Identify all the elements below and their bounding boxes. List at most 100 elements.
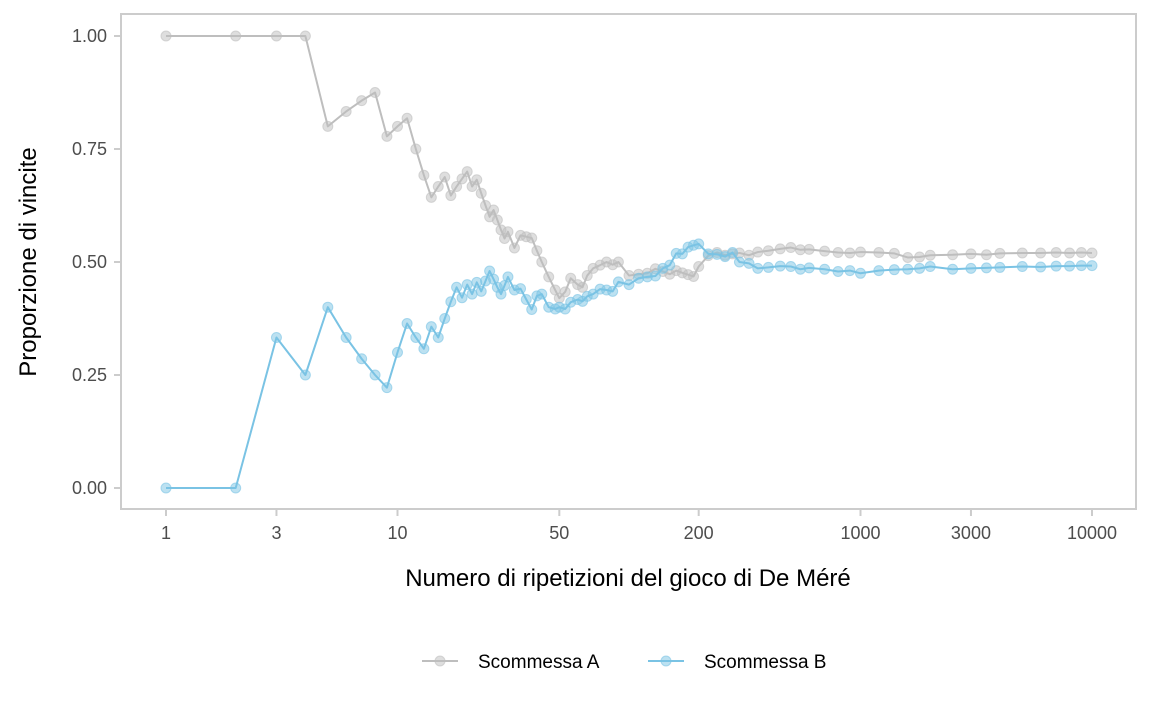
series-point	[762, 261, 774, 273]
x-axis-title: Numero di ripetizioni del gioco di De Mé…	[405, 565, 851, 592]
series-point	[649, 270, 661, 282]
series-point	[543, 271, 555, 283]
series-point	[873, 265, 885, 277]
series-point	[401, 112, 413, 124]
series-point	[785, 242, 797, 254]
series-point	[607, 285, 619, 297]
series-point	[577, 281, 589, 293]
series-point	[410, 331, 422, 343]
series-point	[432, 181, 444, 193]
series-point	[727, 247, 739, 259]
series-point	[439, 171, 451, 183]
y-tick-label: 0.50	[72, 252, 107, 272]
series-point	[664, 259, 676, 271]
series-point	[299, 369, 311, 381]
series-point	[491, 214, 503, 226]
series-point	[439, 313, 451, 324]
series-point	[623, 279, 635, 291]
series-point	[461, 279, 473, 291]
x-tick-label: 3000	[951, 523, 991, 543]
series-point	[322, 301, 334, 313]
y-tick-label: 0.25	[72, 365, 107, 385]
series-point	[445, 190, 457, 202]
series-point	[508, 242, 520, 254]
series-point	[888, 264, 900, 276]
legend-key-point	[434, 655, 446, 667]
y-tick-label: 0.75	[72, 139, 107, 159]
series-point	[502, 226, 514, 238]
series-point	[356, 353, 368, 365]
legend-key-point	[660, 655, 672, 667]
series-point	[980, 262, 992, 274]
series-point	[502, 271, 514, 283]
x-tick-label: 10	[387, 523, 407, 543]
series-point	[1086, 260, 1098, 272]
series-point	[844, 265, 856, 277]
series-point	[785, 261, 797, 273]
series-point	[456, 292, 468, 304]
series-point	[381, 382, 393, 394]
series-point	[1035, 261, 1047, 273]
series-point	[1016, 247, 1028, 259]
series-point	[1064, 247, 1076, 259]
y-axis-title: Proporzione di vincite	[15, 147, 42, 376]
series-point	[752, 246, 764, 258]
series-point	[612, 276, 624, 288]
series-point	[612, 256, 624, 268]
series-point	[733, 256, 745, 268]
series-point	[526, 303, 538, 315]
series-point	[565, 272, 577, 284]
series-point	[924, 249, 936, 261]
series-point	[451, 181, 463, 193]
series-point	[819, 245, 831, 257]
series-point	[461, 166, 473, 178]
x-tick-label: 1	[161, 523, 171, 543]
series-point	[752, 262, 764, 274]
x-tick-label: 200	[684, 523, 714, 543]
series-point	[536, 288, 548, 300]
series-point	[425, 321, 437, 333]
series-point	[160, 30, 172, 42]
series-point	[947, 249, 959, 261]
series-point	[965, 262, 977, 274]
series-point	[980, 249, 992, 261]
series-point	[536, 256, 548, 268]
series-point	[471, 174, 483, 186]
y-axis: 0.00 0.25 0.50 0.75 1.00	[72, 26, 121, 498]
series-point	[475, 285, 487, 297]
series-point	[1075, 260, 1087, 272]
series-point	[559, 286, 571, 298]
series-point	[914, 251, 926, 263]
series-point	[356, 95, 368, 107]
series-point	[965, 248, 977, 260]
series-point	[832, 265, 844, 277]
series-point	[832, 247, 844, 259]
series-point	[369, 87, 381, 98]
series-point	[693, 238, 705, 250]
series-point	[425, 191, 437, 203]
series-point	[526, 232, 538, 244]
series-point	[1050, 247, 1062, 259]
series-point	[855, 267, 866, 279]
series-point	[160, 482, 172, 494]
legend: Scommessa A Scommessa B	[422, 652, 826, 673]
series-point	[520, 294, 532, 306]
series-point	[340, 331, 352, 343]
series-point	[855, 246, 866, 258]
legend-label: Scommessa A	[478, 652, 600, 673]
series-point	[1075, 247, 1087, 259]
series-point	[819, 263, 831, 275]
series-point	[340, 105, 352, 117]
series-point	[1050, 260, 1062, 272]
series-point	[230, 482, 242, 494]
series-point	[924, 261, 936, 273]
series-point	[1064, 260, 1076, 272]
series-point	[693, 261, 705, 273]
series-point	[803, 262, 815, 274]
legend-key-b	[648, 655, 684, 667]
series-point	[369, 369, 381, 381]
series-point	[994, 261, 1006, 273]
series-point	[515, 283, 527, 295]
series-point	[531, 245, 543, 257]
y-tick-label: 0.00	[72, 478, 107, 498]
